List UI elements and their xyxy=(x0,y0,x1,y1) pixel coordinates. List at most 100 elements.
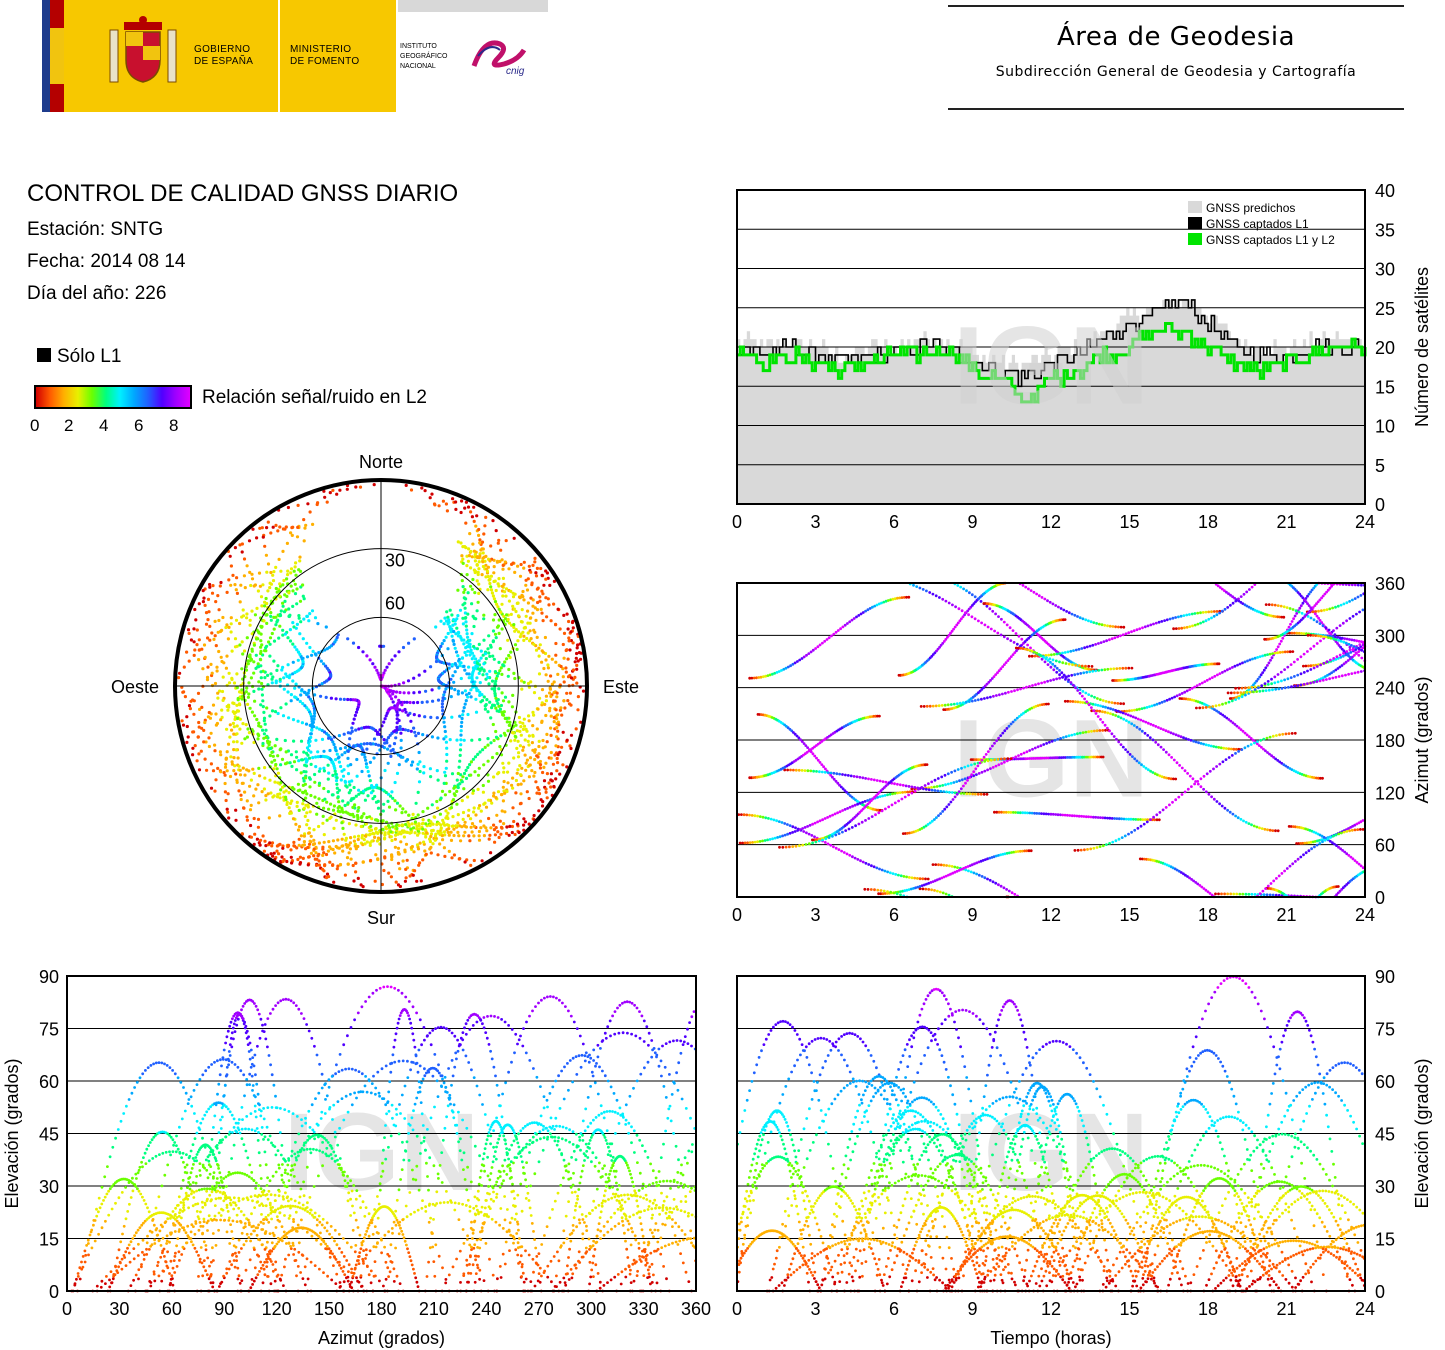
skyplot-track-point xyxy=(375,839,379,843)
skyplot-track-point xyxy=(466,649,470,653)
skyplot-track-point xyxy=(320,737,325,742)
azimuth-track-point xyxy=(938,890,942,894)
skyplot-track-point xyxy=(496,830,500,834)
skyplot-track-point xyxy=(382,644,386,648)
skyplot-track-point xyxy=(454,507,458,511)
azimuth-track-point xyxy=(1345,637,1349,641)
azimuth-track-point xyxy=(1223,669,1227,673)
skyplot-track-point xyxy=(291,642,295,646)
skyplot-track-point xyxy=(430,688,434,692)
azimuth-track-point xyxy=(1130,630,1133,634)
skyplot-track-point xyxy=(408,700,412,705)
azimuth-track-point xyxy=(1070,612,1074,616)
skyplot-track-point xyxy=(538,696,542,700)
skyplot-track-point xyxy=(302,518,306,522)
skyplot-track-point xyxy=(489,574,493,578)
skyplot-track-point xyxy=(259,595,264,599)
azimuth-track-point xyxy=(1250,685,1254,689)
skyplot-track-point xyxy=(351,805,355,810)
skyplot-track-point xyxy=(296,650,301,654)
skyplot-track-point xyxy=(411,812,415,817)
azimuth-track-point xyxy=(1151,723,1155,727)
skyplot-track-point xyxy=(232,740,236,744)
skyplot-track-point xyxy=(500,558,504,562)
azimuth-track-point xyxy=(961,701,965,705)
skyplot-track-point xyxy=(442,639,446,643)
azimuth-track-point xyxy=(858,801,862,805)
skyplot-track-point xyxy=(331,808,336,812)
skyplot-track-point xyxy=(461,557,465,561)
skyplot-track-point xyxy=(453,646,457,650)
skyplot-track-point xyxy=(517,715,522,720)
skyplot-track-point xyxy=(234,772,238,776)
skyplot-track-point xyxy=(202,740,206,744)
skyplot-track-point xyxy=(291,817,296,821)
skyplot-track-point xyxy=(462,642,466,646)
azimuth-track-point xyxy=(1140,707,1144,710)
azimuth-track-point xyxy=(1136,717,1140,721)
skyplot-track-point xyxy=(207,710,211,715)
skyplot-track-point xyxy=(488,669,492,673)
skyplot-track-point xyxy=(327,736,331,740)
skyplot-track-point xyxy=(526,621,530,625)
azimuth-track-point xyxy=(748,813,751,817)
skyplot-track-point xyxy=(282,578,286,583)
skyplot-track-point xyxy=(457,631,461,635)
azimuth-track-point xyxy=(811,648,815,652)
skyplot-track-point xyxy=(416,731,421,736)
azimuth-track-point xyxy=(1262,668,1266,672)
skyplot-track-point xyxy=(192,653,196,658)
azimuth-track-point xyxy=(1081,701,1085,704)
skyplot-track-point xyxy=(515,771,519,775)
skyplot-track-point xyxy=(324,852,329,857)
azimuth-track-point xyxy=(1247,892,1251,896)
skyplot-track-point xyxy=(197,752,201,756)
azimuth-track-point xyxy=(1224,747,1228,750)
azimuth-track-point xyxy=(1276,651,1280,655)
skyplot-track-point xyxy=(393,780,397,785)
skyplot-track-point xyxy=(556,761,560,765)
azimuth-track-point xyxy=(827,636,831,640)
skyplot-track-point xyxy=(304,764,309,768)
azimuth-track-point xyxy=(1360,656,1364,660)
skyplot-track-point xyxy=(436,806,440,810)
skyplot-track-point xyxy=(322,769,326,773)
azimuth-track-point xyxy=(1356,595,1360,599)
skyplot-track-point xyxy=(412,691,416,695)
skyplot-track-point xyxy=(457,834,461,838)
skyplot-track-point xyxy=(300,721,304,725)
skyplot-track-point xyxy=(354,823,358,827)
skyplot-track-point xyxy=(462,787,466,791)
azimuth-track-point xyxy=(904,784,908,788)
azimuth-track-point xyxy=(1258,675,1262,679)
skyplot-track-point xyxy=(479,826,483,830)
azimuth-track-point xyxy=(1187,738,1190,741)
azimuth-track-point xyxy=(753,814,757,818)
azimuth-track-point xyxy=(1201,611,1205,614)
skyplot-track-point xyxy=(542,765,546,770)
azimuth-track-point xyxy=(1212,797,1216,801)
azimuth-track-point xyxy=(775,819,778,823)
azimuth-track-point xyxy=(863,800,867,803)
skyplot-track-point xyxy=(400,823,405,827)
skyplot-track-point xyxy=(334,772,338,776)
skyplot-track-point xyxy=(250,572,254,576)
azimuth-track-point xyxy=(813,821,817,825)
azimuth-track-point xyxy=(1246,659,1249,663)
azimuth-track-point xyxy=(1005,623,1009,627)
skyplot-track-point xyxy=(493,689,497,693)
skyplot-track-point xyxy=(325,666,329,670)
skyplot-track-point xyxy=(390,857,394,862)
skyplot-track-point xyxy=(247,731,251,735)
skyplot-track-point xyxy=(487,651,491,655)
azimuth-track-point xyxy=(1165,618,1169,622)
skyplot-track-point xyxy=(413,730,417,734)
skyplot-track-point xyxy=(299,620,303,624)
skyplot-track-point xyxy=(204,611,209,615)
azimuth-track-point xyxy=(1146,624,1150,628)
skyplot-track-point xyxy=(531,710,535,715)
skyplot-track-point xyxy=(351,698,355,702)
skyplot-track-point xyxy=(360,726,364,730)
skyplot-track-point xyxy=(261,834,265,838)
skyplot-track-point xyxy=(456,654,460,658)
